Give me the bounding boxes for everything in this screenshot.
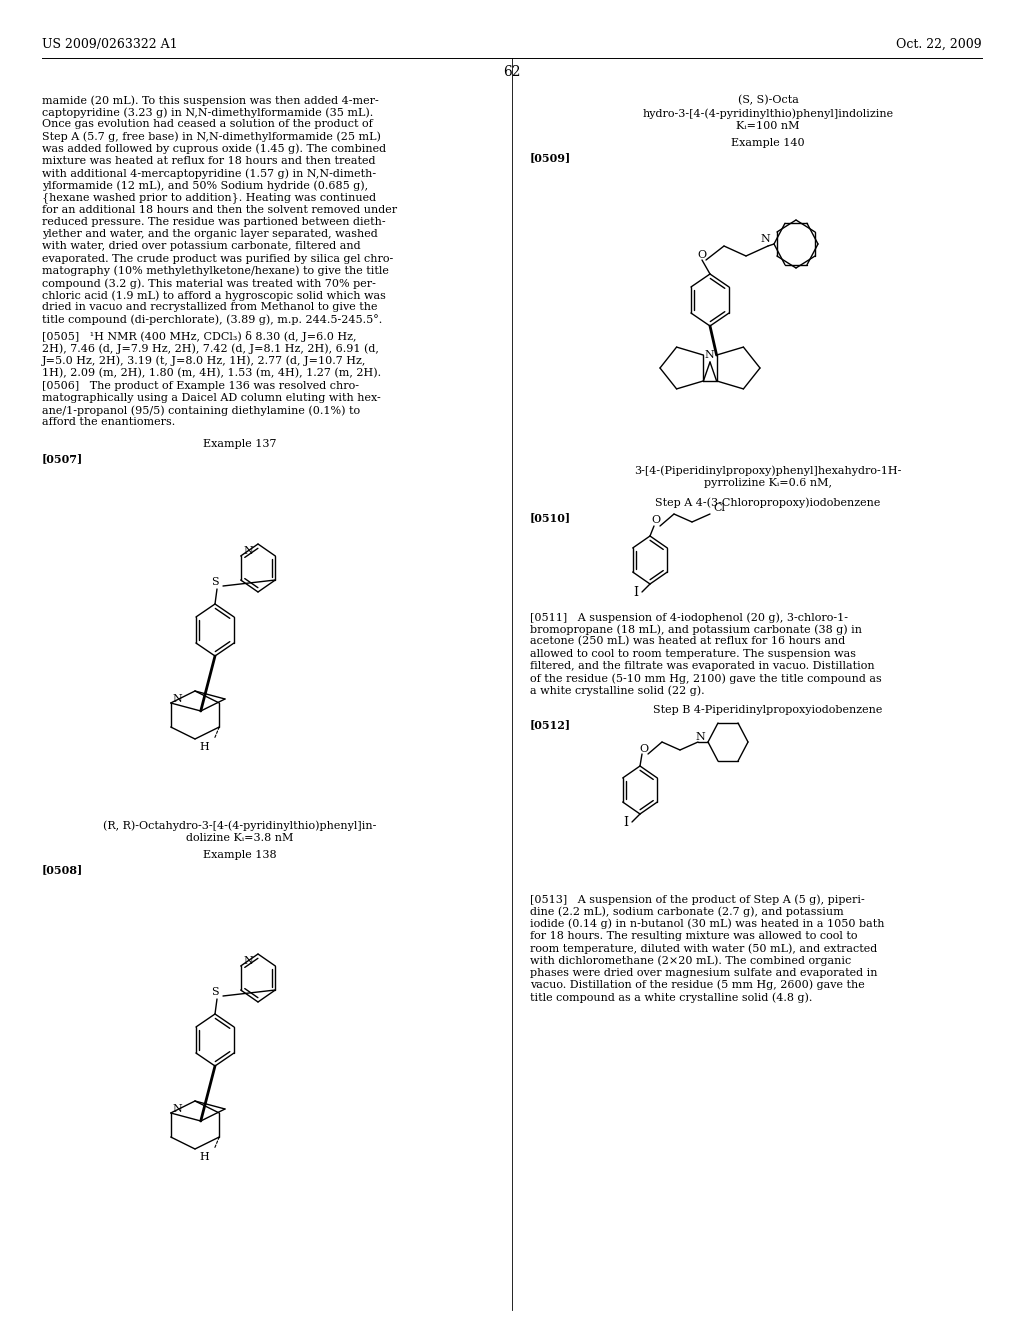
Text: [0505]   ¹H NMR (400 MHz, CDCl₃) δ 8.30 (d, J=6.0 Hz,: [0505] ¹H NMR (400 MHz, CDCl₃) δ 8.30 (d… — [42, 331, 356, 342]
Text: H: H — [200, 1152, 209, 1162]
Text: N: N — [244, 546, 253, 556]
Text: N: N — [173, 694, 182, 704]
Text: J=5.0 Hz, 2H), 3.19 (t, J=8.0 Hz, 1H), 2.77 (d, J=10.7 Hz,: J=5.0 Hz, 2H), 3.19 (t, J=8.0 Hz, 1H), 2… — [42, 355, 367, 366]
Text: iodide (0.14 g) in n-butanol (30 mL) was heated in a 1050 bath: iodide (0.14 g) in n-butanol (30 mL) was… — [530, 919, 885, 929]
Text: 2H), 7.46 (d, J=7.9 Hz, 2H), 7.42 (d, J=8.1 Hz, 2H), 6.91 (d,: 2H), 7.46 (d, J=7.9 Hz, 2H), 7.42 (d, J=… — [42, 343, 379, 354]
Text: title compound (di-perchlorate), (3.89 g), m.p. 244.5-245.5°.: title compound (di-perchlorate), (3.89 g… — [42, 314, 382, 326]
Text: Step A (5.7 g, free base) in N,N-dimethylformamide (25 mL): Step A (5.7 g, free base) in N,N-dimethy… — [42, 132, 381, 143]
Text: I: I — [624, 816, 629, 829]
Text: pyrrolizine Kᵢ=0.6 nM,: pyrrolizine Kᵢ=0.6 nM, — [705, 478, 831, 488]
Text: S: S — [211, 577, 219, 587]
Text: mamide (20 mL). To this suspension was then added 4-mer-: mamide (20 mL). To this suspension was t… — [42, 95, 379, 106]
Text: N: N — [244, 956, 253, 966]
Text: title compound as a white crystalline solid (4.8 g).: title compound as a white crystalline so… — [530, 993, 812, 1003]
Text: [0508]: [0508] — [42, 865, 83, 875]
Text: {hexane washed prior to addition}. Heating was continued: {hexane washed prior to addition}. Heati… — [42, 193, 376, 203]
Text: Once gas evolution had ceased a solution of the product of: Once gas evolution had ceased a solution… — [42, 119, 373, 129]
Text: Kᵢ=100 nM: Kᵢ=100 nM — [736, 121, 800, 131]
Text: Example 140: Example 140 — [731, 139, 805, 148]
Text: Step B 4-Piperidinylpropoxyiodobenzene: Step B 4-Piperidinylpropoxyiodobenzene — [653, 705, 883, 715]
Text: matography (10% methylethylketone/hexane) to give the title: matography (10% methylethylketone/hexane… — [42, 265, 389, 276]
Text: Cl: Cl — [713, 503, 725, 513]
Text: vacuo. Distillation of the residue (5 mm Hg, 2600) gave the: vacuo. Distillation of the residue (5 mm… — [530, 979, 864, 990]
Text: I: I — [634, 586, 639, 598]
Text: (R, R)-Octahydro-3-[4-(4-pyridinylthio)phenyl]in-: (R, R)-Octahydro-3-[4-(4-pyridinylthio)p… — [103, 820, 377, 830]
Text: was added followed by cuprous oxide (1.45 g). The combined: was added followed by cuprous oxide (1.4… — [42, 144, 386, 154]
Text: captopyridine (3.23 g) in N,N-dimethylformamide (35 mL).: captopyridine (3.23 g) in N,N-dimethylfo… — [42, 107, 374, 117]
Text: [0511]   A suspension of 4-iodophenol (20 g), 3-chloro-1-: [0511] A suspension of 4-iodophenol (20 … — [530, 612, 848, 623]
Text: ylformamide (12 mL), and 50% Sodium hydride (0.685 g),: ylformamide (12 mL), and 50% Sodium hydr… — [42, 181, 368, 191]
Text: reduced pressure. The residue was partioned between dieth-: reduced pressure. The residue was partio… — [42, 216, 386, 227]
Text: a white crystalline solid (22 g).: a white crystalline solid (22 g). — [530, 685, 705, 696]
Text: for an additional 18 hours and then the solvent removed under: for an additional 18 hours and then the … — [42, 205, 397, 215]
Text: ane/1-propanol (95/5) containing diethylamine (0.1%) to: ane/1-propanol (95/5) containing diethyl… — [42, 405, 360, 416]
Text: S: S — [211, 987, 219, 997]
Text: [0512]: [0512] — [530, 719, 571, 730]
Text: Step A 4-(3-Chloropropoxy)iodobenzene: Step A 4-(3-Chloropropoxy)iodobenzene — [655, 498, 881, 508]
Text: acetone (250 mL) was heated at reflux for 16 hours and: acetone (250 mL) was heated at reflux fo… — [530, 636, 845, 647]
Text: N: N — [760, 234, 770, 244]
Text: mixture was heated at reflux for 18 hours and then treated: mixture was heated at reflux for 18 hour… — [42, 156, 376, 166]
Text: chloric acid (1.9 mL) to afford a hygroscopic solid which was: chloric acid (1.9 mL) to afford a hygros… — [42, 290, 386, 301]
Text: H: H — [200, 742, 209, 752]
Text: O: O — [651, 515, 660, 525]
Text: Oct. 22, 2009: Oct. 22, 2009 — [896, 38, 982, 51]
Text: [0509]: [0509] — [530, 152, 571, 162]
Text: phases were dried over magnesium sulfate and evaporated in: phases were dried over magnesium sulfate… — [530, 968, 878, 978]
Text: filtered, and the filtrate was evaporated in vacuo. Distillation: filtered, and the filtrate was evaporate… — [530, 661, 874, 671]
Text: ylether and water, and the organic layer separated, washed: ylether and water, and the organic layer… — [42, 230, 378, 239]
Text: with dichloromethane (2×20 mL). The combined organic: with dichloromethane (2×20 mL). The comb… — [530, 956, 851, 966]
Text: bromopropane (18 mL), and potassium carbonate (38 g) in: bromopropane (18 mL), and potassium carb… — [530, 624, 862, 635]
Text: dried in vacuo and recrystallized from Methanol to give the: dried in vacuo and recrystallized from M… — [42, 302, 378, 313]
Text: O: O — [697, 249, 707, 260]
Text: N: N — [705, 350, 714, 360]
Text: for 18 hours. The resulting mixture was allowed to cool to: for 18 hours. The resulting mixture was … — [530, 931, 857, 941]
Text: Example 137: Example 137 — [203, 440, 276, 449]
Text: allowed to cool to room temperature. The suspension was: allowed to cool to room temperature. The… — [530, 648, 856, 659]
Text: dine (2.2 mL), sodium carbonate (2.7 g), and potassium: dine (2.2 mL), sodium carbonate (2.7 g),… — [530, 907, 844, 917]
Text: [0507]: [0507] — [42, 453, 83, 465]
Text: 3-[4-(Piperidinylpropoxy)phenyl]hexahydro-1H-: 3-[4-(Piperidinylpropoxy)phenyl]hexahydr… — [634, 465, 902, 475]
Text: [0510]: [0510] — [530, 512, 571, 523]
Text: compound (3.2 g). This material was treated with 70% per-: compound (3.2 g). This material was trea… — [42, 279, 376, 289]
Text: US 2009/0263322 A1: US 2009/0263322 A1 — [42, 38, 177, 51]
Text: of the residue (5-10 mm Hg, 2100) gave the title compound as: of the residue (5-10 mm Hg, 2100) gave t… — [530, 673, 882, 684]
Text: dolizine Kᵢ=3.8 nM: dolizine Kᵢ=3.8 nM — [186, 833, 294, 843]
Text: with additional 4-mercaptopyridine (1.57 g) in N,N-dimeth-: with additional 4-mercaptopyridine (1.57… — [42, 168, 376, 178]
Text: evaporated. The crude product was purified by silica gel chro-: evaporated. The crude product was purifi… — [42, 253, 393, 264]
Text: [0513]   A suspension of the product of Step A (5 g), piperi-: [0513] A suspension of the product of St… — [530, 895, 864, 906]
Text: Example 138: Example 138 — [203, 850, 276, 861]
Text: N: N — [695, 733, 705, 742]
Text: afford the enantiomers.: afford the enantiomers. — [42, 417, 175, 428]
Text: matographically using a Daicel AD column eluting with hex-: matographically using a Daicel AD column… — [42, 393, 381, 403]
Text: O: O — [639, 744, 648, 754]
Text: with water, dried over potassium carbonate, filtered and: with water, dried over potassium carbona… — [42, 242, 360, 251]
Text: 1H), 2.09 (m, 2H), 1.80 (m, 4H), 1.53 (m, 4H), 1.27 (m, 2H).: 1H), 2.09 (m, 2H), 1.80 (m, 4H), 1.53 (m… — [42, 367, 381, 378]
Text: (S, S)-Octa: (S, S)-Octa — [737, 95, 799, 106]
Text: 62: 62 — [503, 65, 521, 79]
Text: room temperature, diluted with water (50 mL), and extracted: room temperature, diluted with water (50… — [530, 944, 878, 954]
Text: hydro-3-[4-(4-pyridinylthio)phenyl]indolizine: hydro-3-[4-(4-pyridinylthio)phenyl]indol… — [642, 108, 894, 119]
Text: N: N — [173, 1104, 182, 1114]
Text: [0506]   The product of Example 136 was resolved chro-: [0506] The product of Example 136 was re… — [42, 380, 359, 391]
